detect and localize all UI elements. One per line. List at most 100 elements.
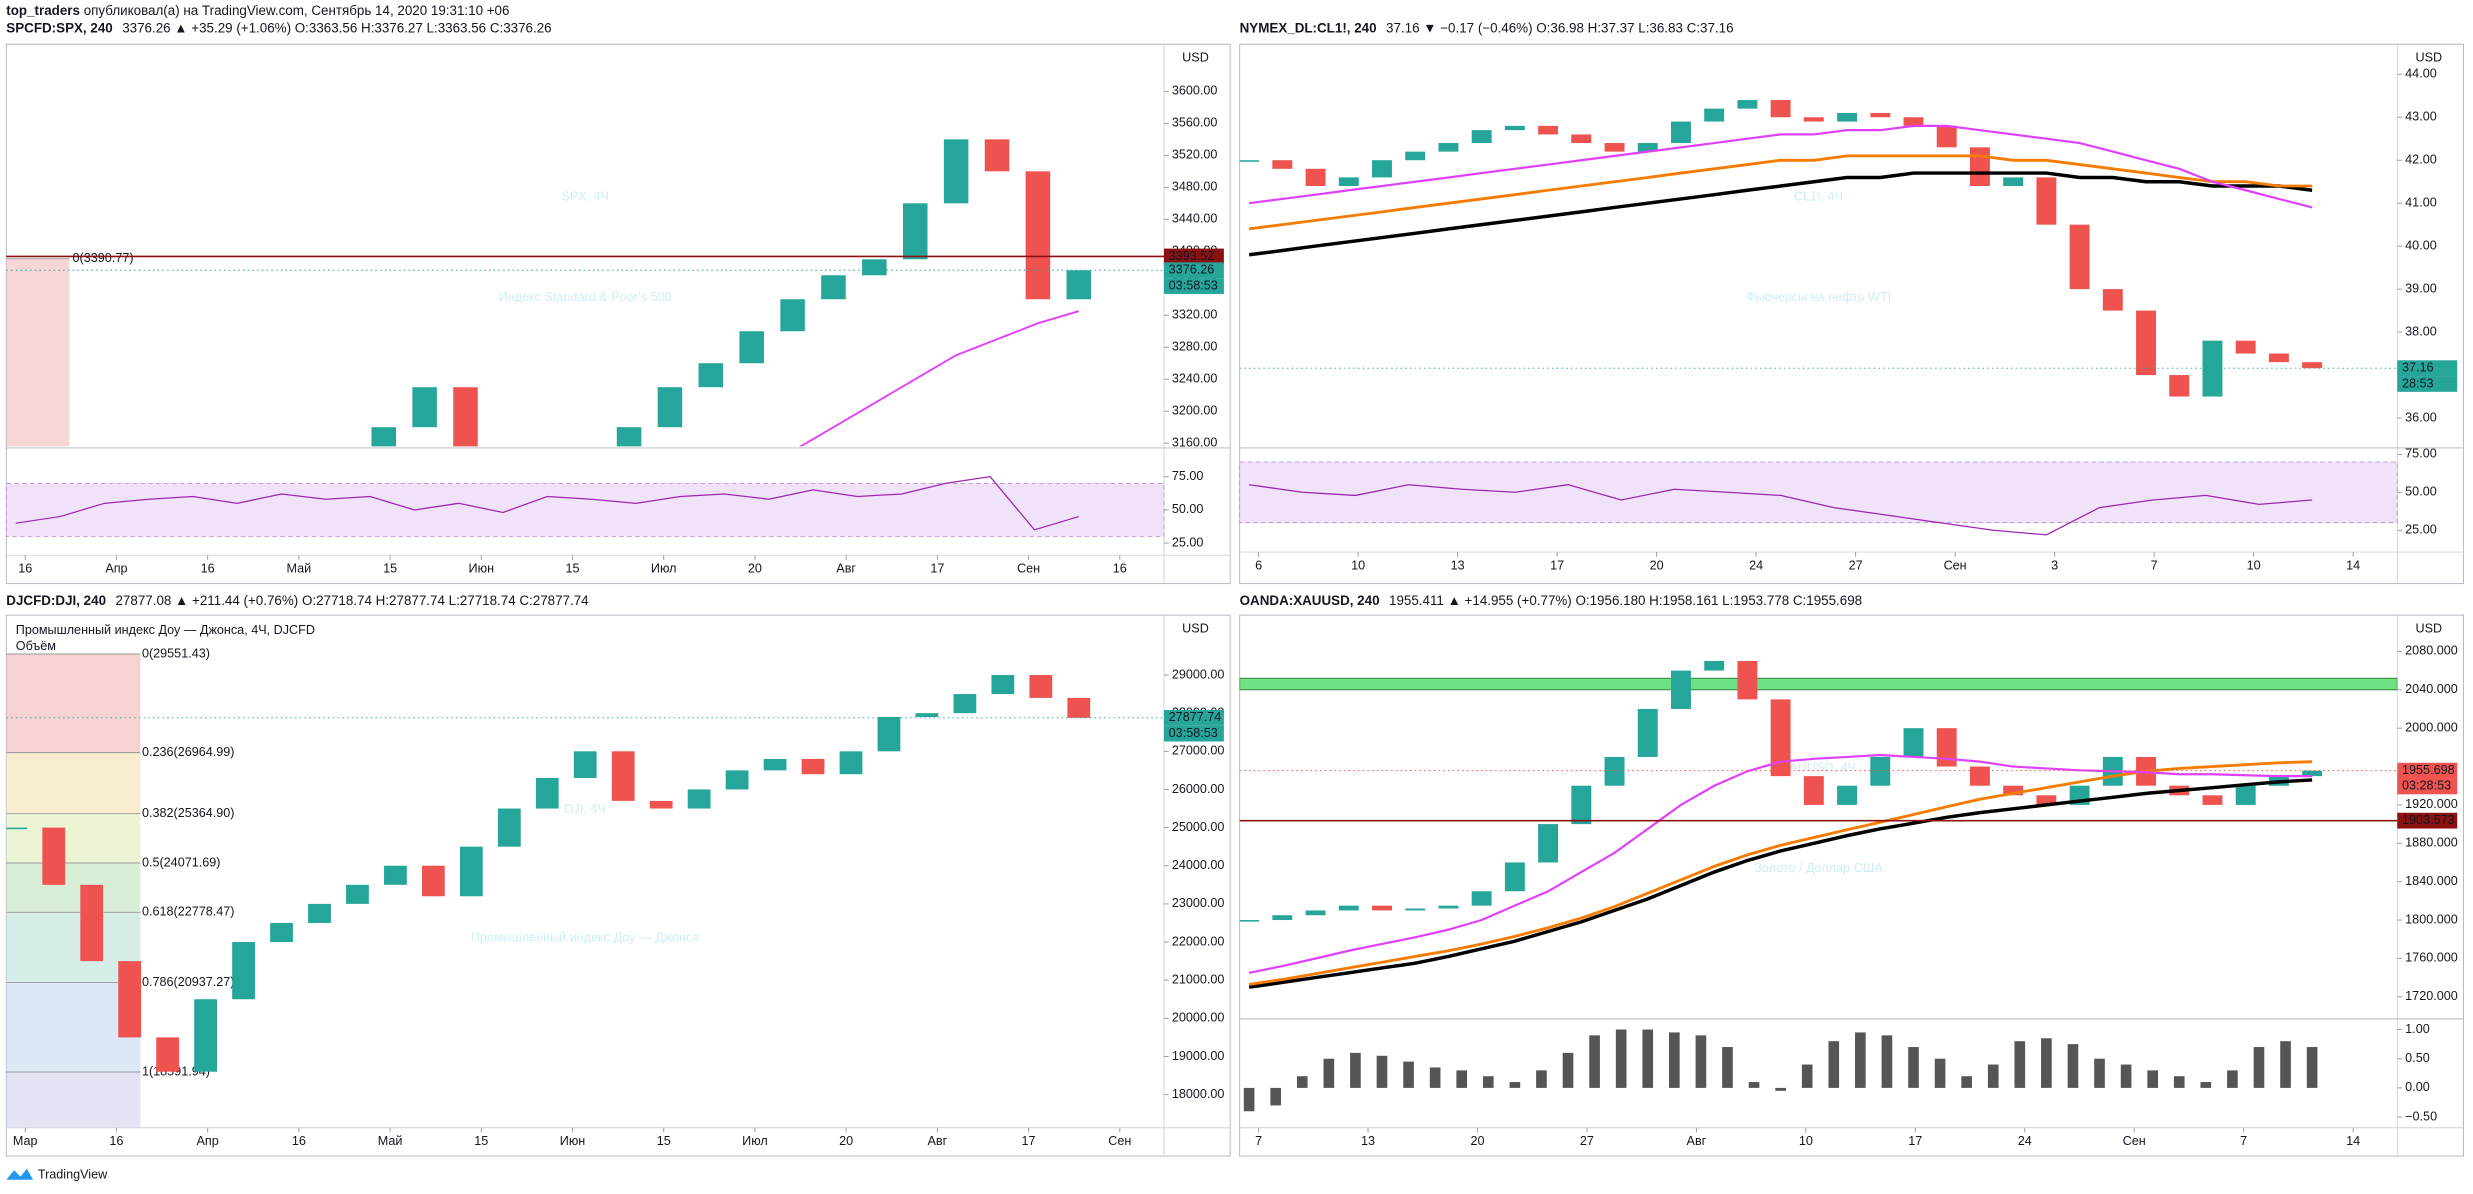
y-tick-label: 25000.00 <box>1172 820 1225 834</box>
fib-label: 0(3390.77) <box>73 251 134 265</box>
candle <box>725 770 749 790</box>
candle <box>1029 675 1053 698</box>
symbol[interactable]: NYMEX_DL:CL1!, 240 <box>1240 20 1377 35</box>
x-tick-label: 15 <box>383 562 397 576</box>
oscillator-bar <box>2014 1041 2026 1088</box>
candle <box>1471 130 1492 144</box>
x-tick-label: 17 <box>1022 1134 1036 1148</box>
candle <box>118 961 142 1038</box>
candle <box>739 331 764 364</box>
oscillator-bar <box>2120 1064 2132 1088</box>
x-tick-label: Май <box>287 562 312 576</box>
x-tick-label: 20 <box>1650 559 1664 573</box>
watermark-description: Индекс Standard & Poor’s 500 <box>499 290 672 304</box>
indicator-y-tick-label: 1.00 <box>2405 1022 2430 1036</box>
candle <box>1936 728 1957 767</box>
y-tick-label: 40.00 <box>2405 238 2437 252</box>
x-tick-label: 17 <box>930 562 944 576</box>
y-tick-label: 2040.000 <box>2405 682 2458 696</box>
y-tick-label: 3480.00 <box>1172 180 1218 194</box>
watermark-symbol: SPX, 4Ч <box>561 189 609 203</box>
x-tick-label: 13 <box>1361 1134 1375 1148</box>
candle <box>2003 177 2024 186</box>
quote: 37.16 ▼ −0.17 (−0.46%) O:36.98 H:37.37 L… <box>1386 20 1734 35</box>
candle <box>2268 353 2289 363</box>
oscillator-bar <box>1562 1052 1574 1088</box>
x-tick-label: Сен <box>1017 562 1040 576</box>
candle <box>1067 697 1091 718</box>
oscillator-bar <box>1615 1029 1627 1088</box>
candle <box>698 363 724 388</box>
candle <box>1538 824 1559 863</box>
panel-frame <box>1239 43 2465 585</box>
candle <box>308 903 331 923</box>
candle <box>2069 224 2090 290</box>
y-tick-label: 1760.000 <box>2405 951 2458 965</box>
oscillator-bar <box>1376 1055 1388 1088</box>
candle <box>801 758 825 775</box>
user[interactable]: top_traders <box>6 3 80 18</box>
candle <box>1504 862 1525 892</box>
indicator-band <box>1239 461 2398 524</box>
candle <box>1305 168 1326 186</box>
y-tick-label: 3520.00 <box>1172 148 1218 162</box>
indicator-y-tick-label: 75.00 <box>1172 469 1204 483</box>
oscillator-bar <box>1509 1082 1521 1088</box>
y-tick-label: 22000.00 <box>1172 934 1225 948</box>
fib-band <box>6 752 141 814</box>
oscillator-bar <box>2067 1044 2079 1088</box>
candle <box>194 999 217 1072</box>
candle <box>657 387 683 428</box>
y-tick-label: 36.00 <box>2405 410 2437 424</box>
oscillator-bar <box>1908 1047 1919 1088</box>
watermark-description: Промышленный индекс Доу — Джонса <box>471 930 700 944</box>
oscillator-bar <box>1881 1035 1893 1088</box>
candle <box>384 865 407 885</box>
price-pane: SPX, 4Ч Индекс Standard & Poor’s 500 0(339… <box>6 139 1092 447</box>
candle <box>1903 728 1924 757</box>
symbol[interactable]: SPCFD:SPX, 240 <box>6 20 112 35</box>
price-tag-label: 3393.52 <box>1169 249 1215 263</box>
x-tick-label: 16 <box>109 1134 123 1148</box>
logo-icon <box>6 1168 34 1180</box>
logo[interactable]: TradingView <box>6 1167 108 1181</box>
symbol[interactable]: OANDA:XAUUSD, 240 <box>1240 592 1380 607</box>
candle <box>1571 785 1592 825</box>
candle <box>1737 100 1758 109</box>
x-tick-label: 10 <box>2247 559 2261 573</box>
candle <box>984 139 1010 172</box>
y-tick-label: 26000.00 <box>1172 782 1225 796</box>
moving-average <box>1248 124 2313 209</box>
candle <box>412 387 437 428</box>
zone <box>1239 677 2398 691</box>
y-tick-label: 42.00 <box>2405 153 2437 167</box>
price-pane: XAUUSD, 4Ч Золото / Доллар США <box>1239 660 2398 989</box>
price-tag-label: 1903.573 <box>2402 813 2455 827</box>
candle <box>2202 795 2223 805</box>
x-tick-label: 24 <box>1749 559 1763 573</box>
x-tick-label: Авг <box>836 562 856 576</box>
candle <box>42 827 66 885</box>
candle <box>780 299 805 332</box>
watermark-description: Фьючерсы на нефть WTI <box>1746 290 1891 304</box>
fib-label: 0.786(20937.27) <box>142 975 235 989</box>
fib-label: 0.382(25364.90) <box>142 806 235 820</box>
oscillator-bar <box>2280 1041 2291 1088</box>
y-tick-label: 38.00 <box>2405 324 2437 338</box>
y-tick-label: 2080.000 <box>2405 644 2458 658</box>
x-tick-label: 7 <box>2151 559 2158 573</box>
candle <box>1837 112 1858 122</box>
symbol[interactable]: DJCFD:DJI, 240 <box>6 592 106 607</box>
candle <box>346 884 369 904</box>
candle <box>821 275 846 300</box>
y-tick-label: 1800.000 <box>2405 912 2458 926</box>
oscillator-bar <box>2041 1038 2052 1088</box>
panel-header: SPCFD:SPX, 240 3376.26 ▲ +35.29 (+1.06%) … <box>6 20 551 35</box>
candle <box>1239 160 1260 162</box>
oscillator-bar <box>1589 1035 1600 1088</box>
candle <box>616 427 642 447</box>
x-tick-label: Июн <box>560 1134 586 1148</box>
oscillator-bar <box>1828 1041 1840 1088</box>
price-tag-label: 1955.698 <box>2402 763 2455 777</box>
